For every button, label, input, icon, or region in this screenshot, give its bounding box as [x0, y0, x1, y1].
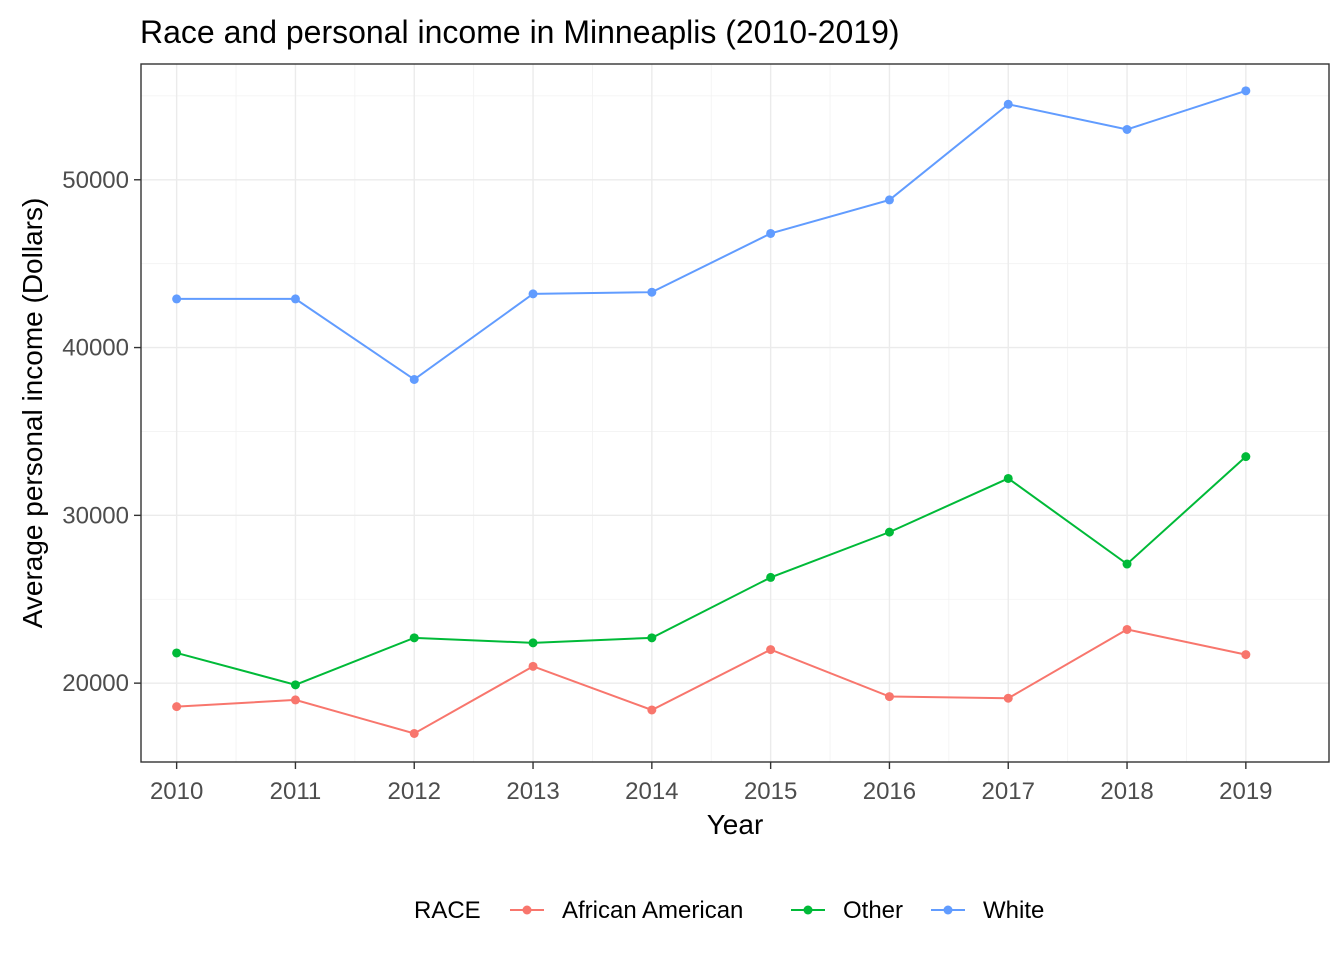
data-point — [409, 728, 419, 738]
data-point — [1003, 99, 1013, 109]
data-point — [528, 661, 538, 671]
x-tick-label: 2015 — [744, 778, 797, 805]
legend-item: Other — [791, 897, 903, 924]
y-tick-label: 50000 — [62, 167, 129, 194]
data-point — [884, 527, 894, 537]
data-point — [1241, 650, 1251, 660]
data-point — [1003, 473, 1013, 483]
data-point — [172, 294, 182, 304]
legend: RACE African American Other White — [414, 897, 1044, 924]
legend-key-point — [803, 905, 813, 915]
data-point — [884, 692, 894, 702]
data-point — [172, 648, 182, 658]
data-point — [1241, 452, 1251, 462]
x-tick-label: 2014 — [625, 778, 678, 805]
x-tick-label: 2011 — [270, 778, 322, 805]
y-tick-label: 40000 — [62, 335, 129, 362]
y-tick-label: 20000 — [62, 670, 129, 697]
data-point — [884, 195, 894, 205]
data-point — [409, 374, 419, 384]
x-tick-label: 2016 — [863, 778, 916, 805]
data-point — [528, 289, 538, 299]
legend-label: Other — [843, 897, 903, 924]
data-point — [172, 702, 182, 712]
data-point — [290, 680, 300, 690]
series-line — [176, 455, 1247, 686]
legend-key-point — [522, 905, 532, 915]
data-point — [1122, 624, 1132, 634]
data-point — [766, 572, 776, 582]
legend-key-point — [943, 905, 953, 915]
x-tick-label: 2012 — [388, 778, 441, 805]
chart-title: Race and personal income in Minneaplis (… — [140, 14, 900, 50]
series-other — [172, 452, 1251, 690]
data-point — [647, 633, 657, 643]
data-point — [528, 638, 538, 648]
series-line — [176, 89, 1247, 381]
series-line — [176, 628, 1247, 735]
x-tick-label: 2013 — [506, 778, 559, 805]
x-tick-label: 2010 — [150, 778, 203, 805]
data-point — [766, 228, 776, 238]
data-point — [409, 633, 419, 643]
grid — [141, 64, 1329, 762]
series-african-american — [172, 624, 1251, 738]
y-axis-title: Average personal income (Dollars) — [17, 198, 48, 629]
data-point — [1122, 124, 1132, 134]
x-tick-label: 2017 — [982, 778, 1035, 805]
data-point — [647, 705, 657, 715]
x-axis-title: Year — [707, 809, 764, 840]
data-point — [290, 294, 300, 304]
data-point — [647, 287, 657, 297]
data-point — [290, 695, 300, 705]
legend-label: White — [983, 897, 1044, 924]
data-point — [1122, 559, 1132, 569]
legend-item: African American — [510, 897, 743, 924]
axes: 2010 2011 2012 2013 2014 2015 2016 2017 2018 2019… — [62, 167, 1272, 805]
series-layer — [172, 86, 1251, 738]
x-tick-label: 2018 — [1100, 778, 1153, 805]
legend-item: White — [931, 897, 1044, 924]
legend-label: African American — [562, 897, 743, 924]
x-tick-label: 2019 — [1219, 778, 1272, 805]
data-point — [766, 645, 776, 655]
y-tick-label: 30000 — [62, 502, 129, 529]
legend-title: RACE — [414, 897, 481, 924]
series-white — [172, 86, 1251, 384]
plot-panel-border — [140, 63, 1330, 763]
data-point — [1003, 693, 1013, 703]
data-point — [1241, 86, 1251, 96]
